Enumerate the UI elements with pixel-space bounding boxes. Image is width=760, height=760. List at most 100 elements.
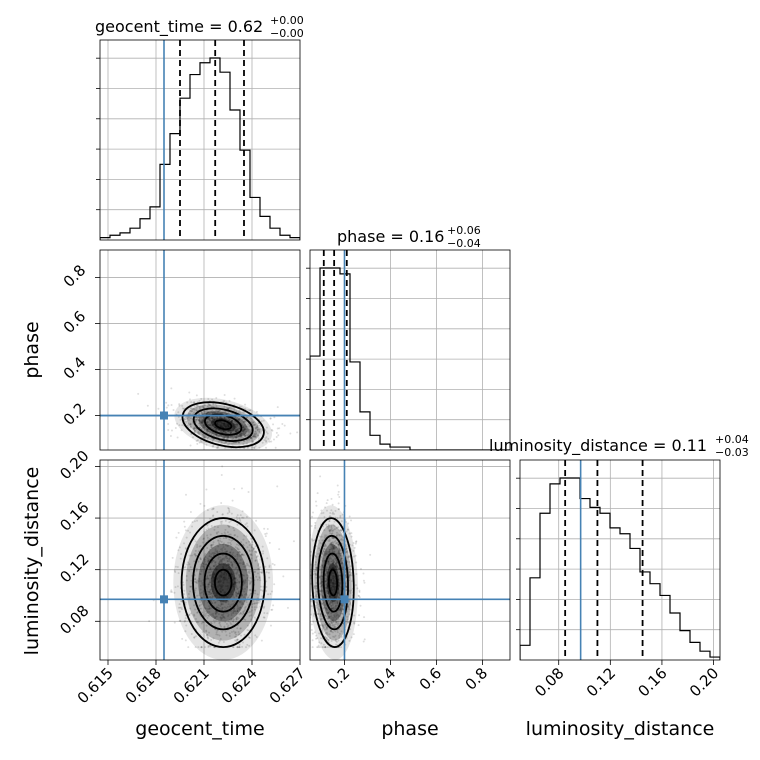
sample-point xyxy=(333,590,336,593)
sample-point xyxy=(230,437,233,440)
sample-point xyxy=(219,429,222,432)
sample-point xyxy=(337,588,340,591)
sample-point xyxy=(330,600,333,603)
sample-point xyxy=(204,607,207,610)
sample-point xyxy=(232,427,235,430)
sample-point xyxy=(330,509,333,512)
sample-point xyxy=(237,441,240,444)
sample-point xyxy=(336,560,339,563)
sample-point xyxy=(237,631,240,634)
sample-point xyxy=(198,412,201,415)
sample-point xyxy=(256,428,259,431)
sample-point xyxy=(230,421,233,424)
sample-point xyxy=(223,606,226,609)
sample-point xyxy=(187,412,190,415)
sample-point xyxy=(219,416,222,419)
sample-point xyxy=(230,419,233,422)
sample-point xyxy=(334,565,337,568)
sample-point xyxy=(334,604,337,607)
sample-point xyxy=(201,541,204,544)
sample-point xyxy=(249,430,252,433)
sample-point xyxy=(332,537,335,540)
sample-point xyxy=(241,603,244,606)
sample-point xyxy=(353,622,356,625)
sample-point xyxy=(217,613,220,616)
sample-point xyxy=(332,548,335,551)
sample-point xyxy=(246,434,249,437)
sample-point xyxy=(183,525,186,528)
sample-point xyxy=(329,601,332,604)
sample-point xyxy=(322,595,325,598)
sample-point xyxy=(216,446,219,449)
sample-point xyxy=(189,566,192,569)
sample-point xyxy=(338,608,341,611)
sample-point xyxy=(314,500,317,503)
sample-point xyxy=(231,582,234,585)
sample-point xyxy=(321,629,324,632)
sample-point xyxy=(211,398,214,401)
sample-point xyxy=(199,588,202,591)
sample-point xyxy=(193,578,196,581)
sample-point xyxy=(325,579,328,582)
sample-point xyxy=(273,583,276,586)
sample-point xyxy=(227,563,230,566)
sample-point xyxy=(222,565,225,568)
panel-geocent_time-luminosity_distance xyxy=(148,465,295,660)
sample-point xyxy=(331,567,334,570)
sample-point xyxy=(234,430,237,433)
sample-point xyxy=(233,596,236,599)
sample-point xyxy=(203,567,206,570)
sample-point xyxy=(235,618,238,621)
sample-point xyxy=(332,577,335,580)
sample-point xyxy=(231,595,234,598)
sample-point xyxy=(232,630,235,633)
sample-point xyxy=(328,539,331,542)
sample-point xyxy=(258,424,261,427)
sample-point xyxy=(244,579,247,582)
sample-point xyxy=(325,608,328,611)
sample-point xyxy=(220,429,223,432)
sample-point xyxy=(260,639,263,642)
sample-point xyxy=(325,615,328,618)
sample-point xyxy=(223,596,226,599)
sample-point xyxy=(233,581,236,584)
sample-point xyxy=(239,612,242,615)
sample-point xyxy=(235,566,238,569)
sample-point xyxy=(328,596,331,599)
sample-point xyxy=(318,632,321,635)
sample-point xyxy=(223,591,226,594)
sample-point xyxy=(314,574,317,577)
sample-point xyxy=(339,516,342,519)
sample-point xyxy=(335,542,338,545)
sample-point xyxy=(318,547,321,550)
sample-point xyxy=(199,601,202,604)
sample-point xyxy=(226,585,229,588)
sample-point xyxy=(202,424,205,427)
sample-point xyxy=(332,542,335,545)
sample-point xyxy=(320,584,323,587)
sample-point xyxy=(333,588,336,591)
sample-point xyxy=(251,446,254,449)
sample-point xyxy=(242,603,245,606)
sample-point xyxy=(201,432,204,435)
sample-point xyxy=(314,561,317,564)
sample-point xyxy=(241,601,244,604)
sample-point xyxy=(252,434,255,437)
sample-point xyxy=(226,568,229,571)
sample-point xyxy=(326,572,329,575)
sample-point xyxy=(249,581,252,584)
sample-point xyxy=(213,616,216,619)
sample-point xyxy=(248,544,251,547)
sample-point xyxy=(236,514,239,517)
sample-point xyxy=(208,432,211,435)
sample-point xyxy=(250,609,253,612)
sample-point xyxy=(348,639,351,642)
sample-point xyxy=(347,556,350,559)
sample-point xyxy=(233,534,236,537)
sample-point xyxy=(205,528,208,531)
sample-point xyxy=(193,407,196,410)
sample-point xyxy=(236,523,239,526)
sample-point xyxy=(219,424,222,427)
sample-point xyxy=(190,401,193,404)
sample-point xyxy=(238,573,241,576)
